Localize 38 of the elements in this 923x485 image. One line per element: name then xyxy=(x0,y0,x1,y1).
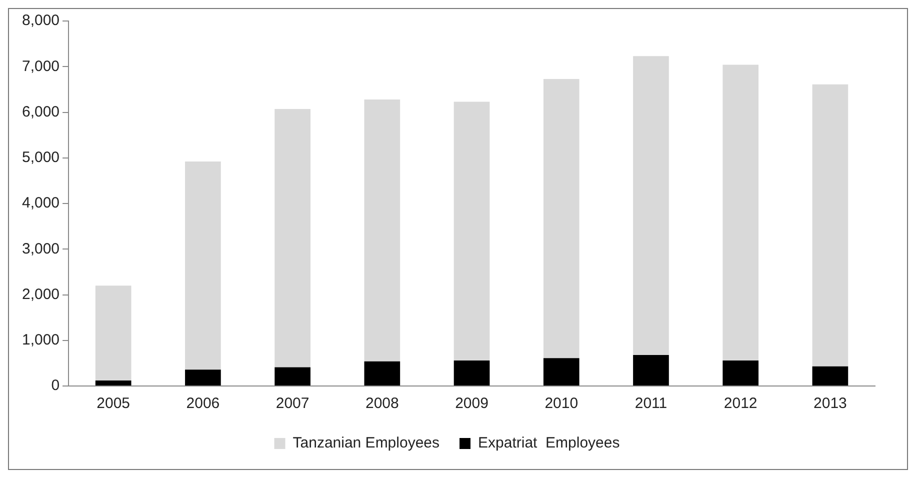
legend-label: Tanzanian Employees xyxy=(292,434,440,452)
bar xyxy=(633,56,669,355)
x-tick-label: 2008 xyxy=(365,395,399,412)
bar xyxy=(185,370,221,386)
y-tick-label: 2,000 xyxy=(22,286,60,303)
bar xyxy=(95,286,132,381)
y-tick-label: 3,000 xyxy=(22,240,60,258)
bar xyxy=(454,360,490,386)
x-tick-label: 2012 xyxy=(724,395,758,412)
bar xyxy=(812,84,848,366)
bar xyxy=(722,360,759,386)
x-tick-label: 2005 xyxy=(96,395,130,412)
bar xyxy=(633,354,669,386)
x-tick-label: 2013 xyxy=(814,395,847,412)
bar xyxy=(812,366,848,386)
x-tick-label: 2011 xyxy=(634,395,668,412)
bar xyxy=(722,64,759,360)
y-tick-label: 6,000 xyxy=(22,103,60,120)
x-tick-label: 2006 xyxy=(186,395,220,412)
y-tick-label: 0 xyxy=(51,377,60,394)
y-tick-label: 5,000 xyxy=(22,149,60,166)
bar xyxy=(364,361,400,386)
bar xyxy=(95,380,132,386)
bar xyxy=(274,367,310,386)
y-tick-label: 1,000 xyxy=(22,332,60,349)
x-tick-label: 2009 xyxy=(455,395,488,412)
x-tick-label: 2007 xyxy=(276,395,310,412)
legend-label: Expatriat Employees xyxy=(478,434,620,452)
bar xyxy=(185,162,221,370)
bar xyxy=(543,358,580,386)
bar xyxy=(364,99,400,362)
bar xyxy=(274,109,310,368)
bar xyxy=(543,78,580,358)
bar xyxy=(454,102,490,360)
x-tick-label: 2010 xyxy=(544,395,578,412)
y-tick-label: 4,000 xyxy=(22,194,60,212)
y-tick-label: 8,000 xyxy=(22,12,60,30)
y-tick-label: 7,000 xyxy=(22,58,60,75)
